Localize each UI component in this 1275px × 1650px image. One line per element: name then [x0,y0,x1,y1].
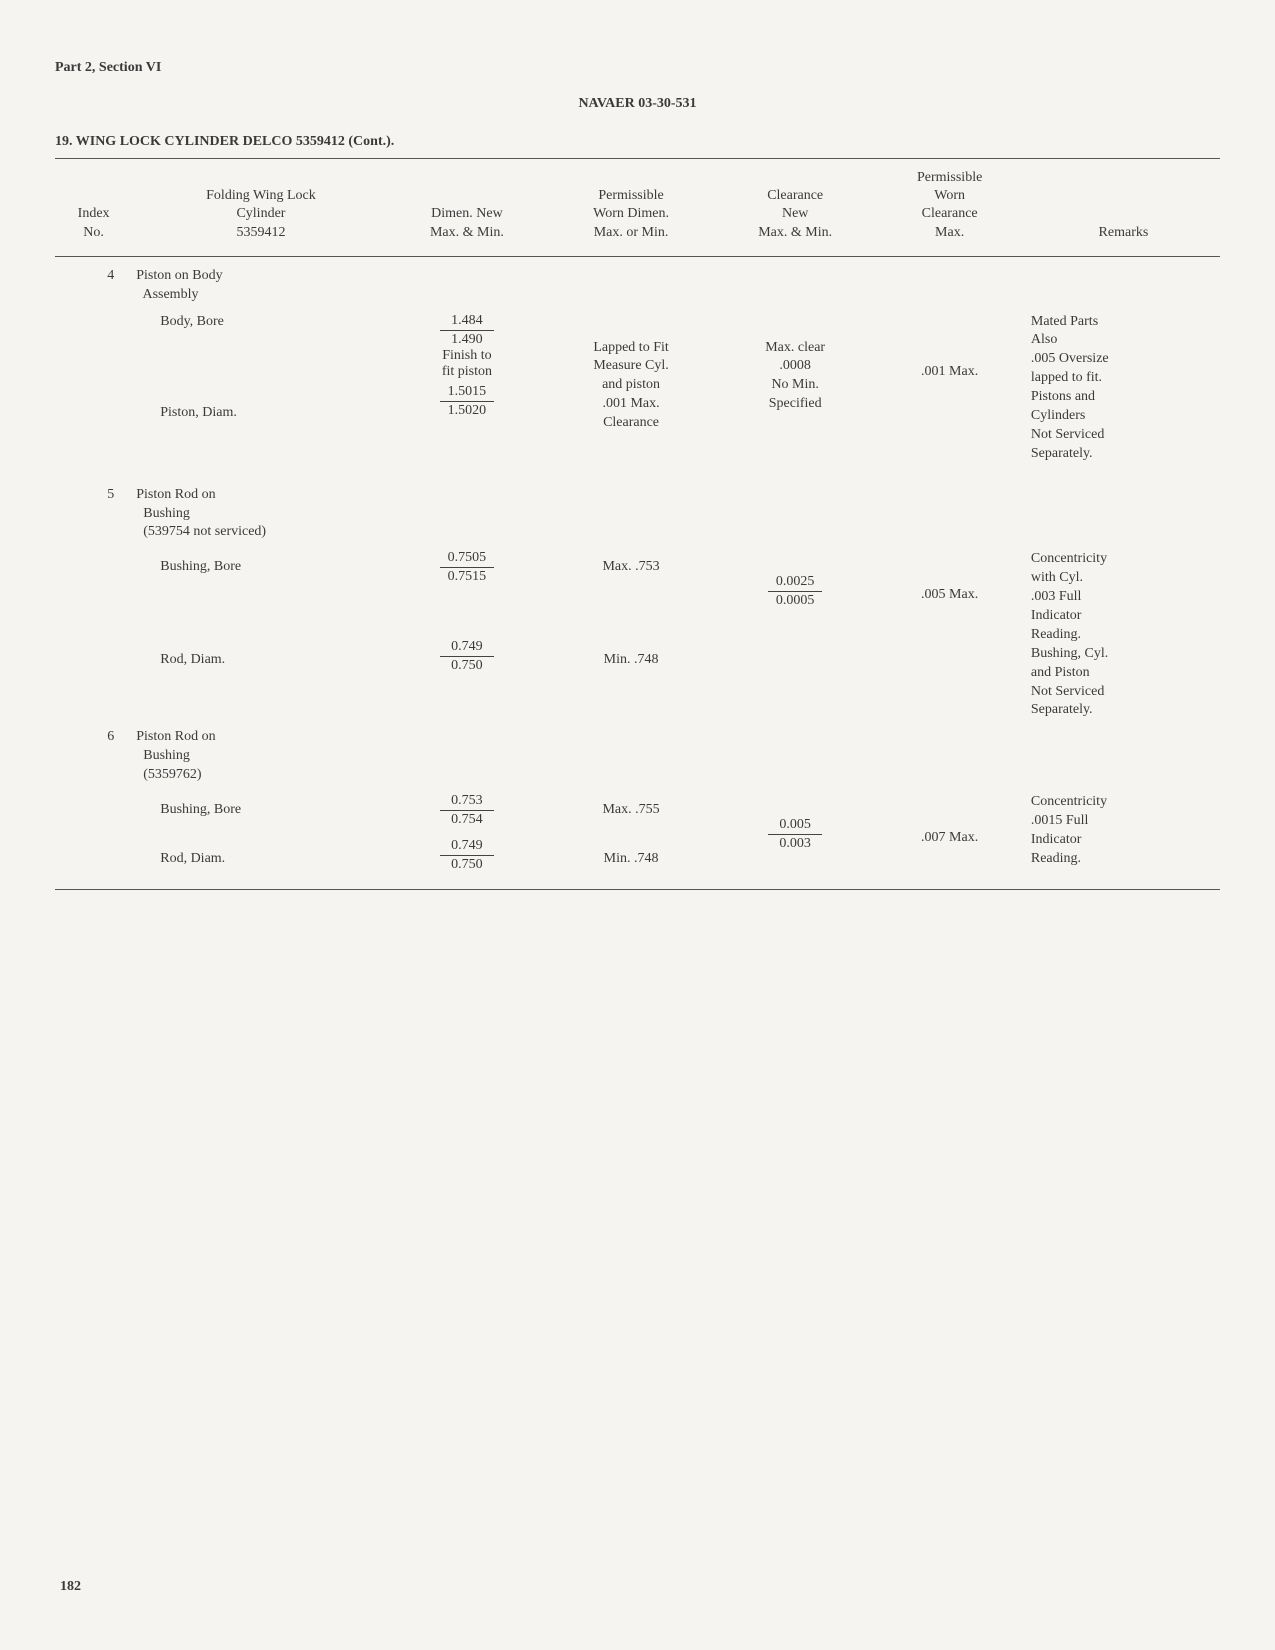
part-cell: Piston Rod on Bushing (5359762) [132,724,389,789]
remarks-cell: Mated Parts Also .005 Oversize lapped to… [1027,309,1220,468]
dimen-min: 0.7515 [440,569,494,585]
dimen-max: 0.749 [440,838,494,854]
clear-max: 0.005 [768,817,822,833]
wornmax-cell: .005 Max. [872,546,1026,724]
worn-cell: Max. .755 [544,789,718,834]
worn-cell: Lapped to Fit Measure Cyl. and piston .0… [544,309,718,468]
index-cell: 5 [55,482,132,547]
remarks-cell: Concentricity with Cyl. .003 Full Indica… [1027,546,1220,724]
worn-cell: Min. .748 [544,834,718,879]
part-cell: Piston Rod on Bushing (539754 not servic… [132,482,389,547]
table-row: Bushing, Bore 0.7505 0.7515 Max. .753 0.… [55,546,1220,635]
spacer [55,468,1220,482]
table-row: 5 Piston Rod on Bushing (539754 not serv… [55,482,1220,547]
clear-min: 0.003 [768,836,822,852]
part-cell: Bushing, Bore [132,789,389,834]
clearnew-cell: 0.005 0.003 [718,789,872,879]
dimen-cell: 0.753 0.754 [390,789,544,834]
clearnew-cell: 0.0025 0.0005 [718,546,872,724]
dimen-min: 0.754 [440,812,494,828]
dimen-cell: 1.484 1.490 Finish to fit piston 1.5015 … [390,309,544,468]
wornmax-cell: .001 Max. [872,309,1026,468]
table-title: 19. WING LOCK CYLINDER DELCO 5359412 (Co… [55,134,1220,150]
table-row: 6 Piston Rod on Bushing (5359762) [55,724,1220,789]
table-row: Bushing, Bore 0.753 0.754 Max. .755 0.00… [55,789,1220,834]
dimen-min: 1.490 Finish to fit piston [440,332,494,380]
dimen-max: 1.5015 [440,384,494,400]
dimen-max: 0.753 [440,793,494,809]
col-remarks: Remarks [1027,165,1220,250]
dimen-max: 0.749 [440,639,494,655]
spec-table-body: 4 Piston on Body Assembly Body, Bore 1.4… [55,263,1220,879]
col-index: Index No. [55,165,132,250]
part-cell: Piston, Diam. [132,350,389,468]
dimen-cell: 0.7505 0.7515 [390,546,544,635]
part-cell: Rod, Diam. [132,834,389,879]
rule-header [55,256,1220,257]
table-row: 4 Piston on Body Assembly [55,263,1220,309]
rule-bottom [55,889,1220,890]
document-number: NAVAER 03-30-531 [55,96,1220,112]
index-cell: 6 [55,724,132,789]
dimen-cell: 0.749 0.750 [390,635,544,724]
part-cell: Rod, Diam. [132,635,389,724]
part-cell: Piston on Body Assembly [132,263,389,309]
dimen-min: 0.750 [440,857,494,873]
part-cell: Body, Bore [132,309,389,350]
table-row: Body, Bore 1.484 1.490 Finish to fit pis… [55,309,1220,350]
col-part: Folding Wing Lock Cylinder 5359412 [132,165,389,250]
part-cell: Bushing, Bore [132,546,389,635]
col-clearnew: Clearance New Max. & Min. [718,165,872,250]
section-header: Part 2, Section VI [55,60,1220,76]
dimen-max: 0.7505 [440,550,494,566]
clear-min: 0.0005 [768,593,822,609]
rule-top [55,158,1220,159]
dimen-cell: 0.749 0.750 [390,834,544,879]
clear-max: 0.0025 [768,574,822,590]
dimen-min: 1.5020 [440,403,494,419]
col-worn: Permissible Worn Dimen. Max. or Min. [544,165,718,250]
spec-table: Index No. Folding Wing Lock Cylinder 535… [55,165,1220,250]
wornmax-cell: .007 Max. [872,789,1026,879]
col-dimen: Dimen. New Max. & Min. [390,165,544,250]
dimen-min: 0.750 [440,658,494,674]
worn-cell: Min. .748 [544,635,718,724]
clearnew-cell: Max. clear .0008 No Min. Specified [718,309,872,468]
col-wornmax: Permissible Worn Clearance Max. [872,165,1026,250]
table-header: Index No. Folding Wing Lock Cylinder 535… [55,165,1220,250]
worn-cell: Max. .753 [544,546,718,635]
dimen-max: 1.484 [440,313,494,329]
page-number: 182 [60,1579,81,1595]
remarks-cell: Concentricity .0015 Full Indicator Readi… [1027,789,1220,879]
index-cell: 4 [55,263,132,309]
